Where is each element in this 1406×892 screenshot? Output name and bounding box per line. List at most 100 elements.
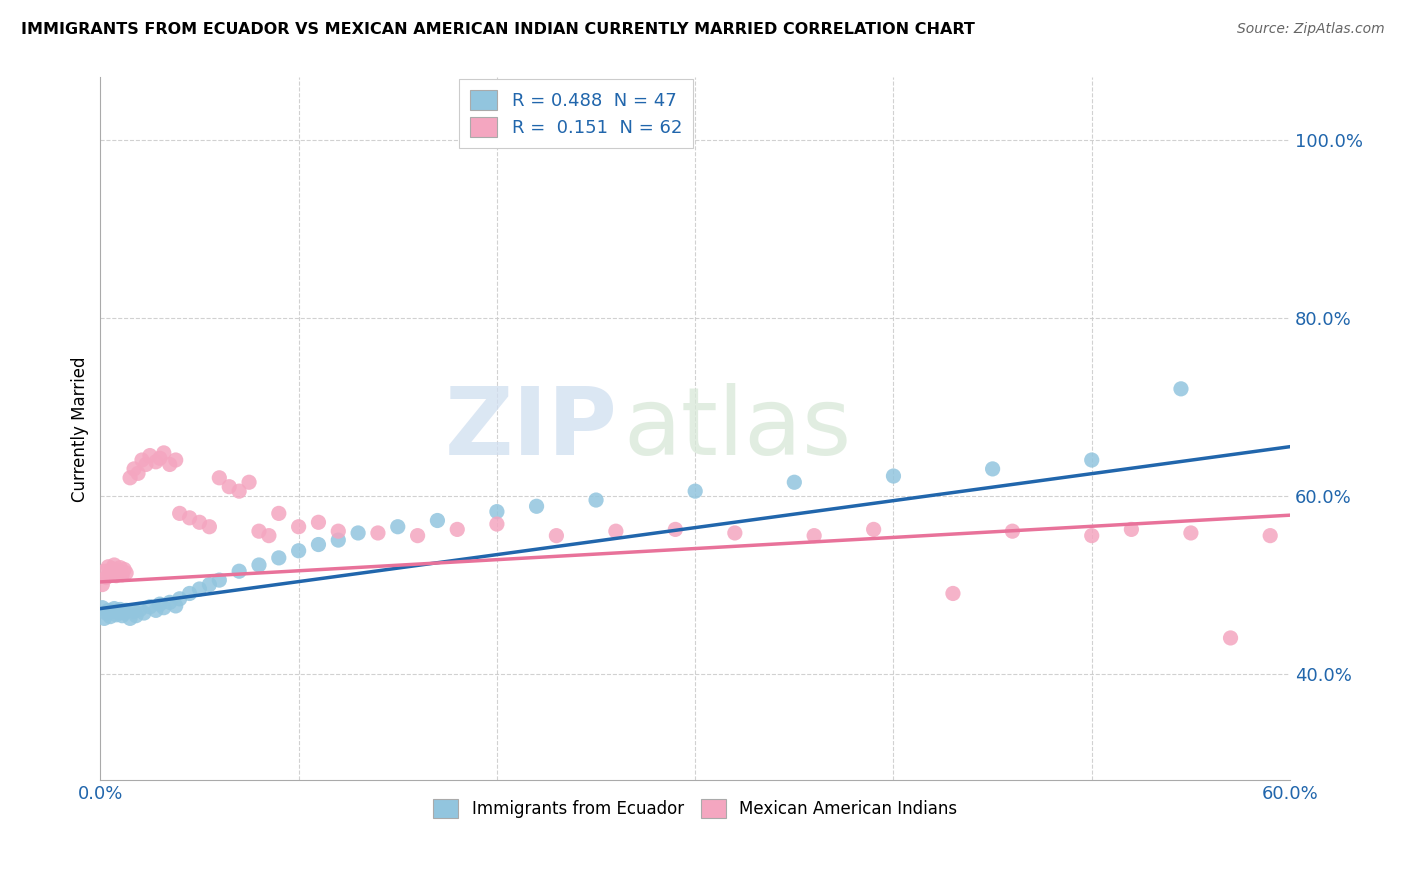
Point <box>179 511 201 525</box>
Point <box>267 550 290 565</box>
Point <box>103 558 125 572</box>
Point <box>1170 382 1192 396</box>
Point <box>208 573 231 587</box>
Point <box>139 449 162 463</box>
Point <box>247 524 270 538</box>
Point <box>287 520 309 534</box>
Point <box>1080 528 1102 542</box>
Point <box>115 566 138 580</box>
Point <box>307 537 329 551</box>
Point <box>1180 525 1202 540</box>
Point <box>159 458 181 472</box>
Point <box>101 561 124 575</box>
Point <box>179 586 201 600</box>
Point <box>664 523 686 537</box>
Point <box>107 563 129 577</box>
Point <box>238 475 260 490</box>
Point <box>169 507 191 521</box>
Text: IMMIGRANTS FROM ECUADOR VS MEXICAN AMERICAN INDIAN CURRENTLY MARRIED CORRELATION: IMMIGRANTS FROM ECUADOR VS MEXICAN AMERI… <box>21 22 974 37</box>
Point <box>112 562 135 576</box>
Point <box>1299 523 1322 537</box>
Point <box>91 600 114 615</box>
Point <box>112 606 135 620</box>
Point <box>803 528 825 542</box>
Point <box>585 493 607 508</box>
Point <box>149 597 172 611</box>
Point <box>605 524 627 538</box>
Point <box>446 523 468 537</box>
Y-axis label: Currently Married: Currently Married <box>72 356 89 501</box>
Point <box>129 602 152 616</box>
Point <box>942 586 965 600</box>
Point <box>1378 525 1400 540</box>
Point <box>105 607 128 622</box>
Point <box>103 601 125 615</box>
Point <box>97 559 120 574</box>
Text: Source: ZipAtlas.com: Source: ZipAtlas.com <box>1237 22 1385 37</box>
Point <box>307 516 329 530</box>
Point <box>98 609 121 624</box>
Point <box>101 604 124 618</box>
Legend: Immigrants from Ecuador, Mexican American Indians: Immigrants from Ecuador, Mexican America… <box>427 793 963 825</box>
Point <box>267 507 290 521</box>
Point <box>131 453 153 467</box>
Point <box>153 600 176 615</box>
Point <box>1121 523 1143 537</box>
Point <box>367 525 389 540</box>
Point <box>228 564 250 578</box>
Point <box>96 606 118 620</box>
Point <box>98 566 121 581</box>
Point <box>862 523 884 537</box>
Point <box>111 608 134 623</box>
Point <box>328 533 350 547</box>
Point <box>406 528 429 542</box>
Point <box>96 570 118 584</box>
Point <box>426 514 449 528</box>
Point <box>724 525 747 540</box>
Point <box>139 599 162 614</box>
Point <box>153 446 176 460</box>
Point <box>208 471 231 485</box>
Point <box>120 611 142 625</box>
Point <box>188 516 211 530</box>
Point <box>188 582 211 596</box>
Point <box>198 520 221 534</box>
Point <box>93 611 115 625</box>
Text: atlas: atlas <box>624 383 852 475</box>
Point <box>93 564 115 578</box>
Point <box>125 608 148 623</box>
Point <box>108 602 131 616</box>
Point <box>683 484 706 499</box>
Point <box>1080 453 1102 467</box>
Point <box>387 520 409 534</box>
Point <box>132 606 155 620</box>
Point <box>783 475 806 490</box>
Point <box>1339 756 1361 770</box>
Point <box>257 528 280 542</box>
Point <box>145 455 167 469</box>
Point <box>165 599 187 613</box>
Point <box>115 603 138 617</box>
Point <box>149 451 172 466</box>
Point <box>169 591 191 606</box>
Point <box>1219 631 1241 645</box>
Point <box>120 471 142 485</box>
Point <box>526 500 548 514</box>
Point <box>485 517 508 532</box>
Point <box>347 525 370 540</box>
Point <box>218 480 240 494</box>
Point <box>105 568 128 582</box>
Point <box>165 453 187 467</box>
Text: ZIP: ZIP <box>444 383 617 475</box>
Point <box>1001 524 1024 538</box>
Point <box>247 558 270 572</box>
Point <box>122 462 145 476</box>
Point <box>546 528 568 542</box>
Point <box>287 543 309 558</box>
Point <box>198 577 221 591</box>
Point <box>97 603 120 617</box>
Point <box>135 458 157 472</box>
Point <box>328 524 350 538</box>
Point <box>882 469 904 483</box>
Point <box>485 505 508 519</box>
